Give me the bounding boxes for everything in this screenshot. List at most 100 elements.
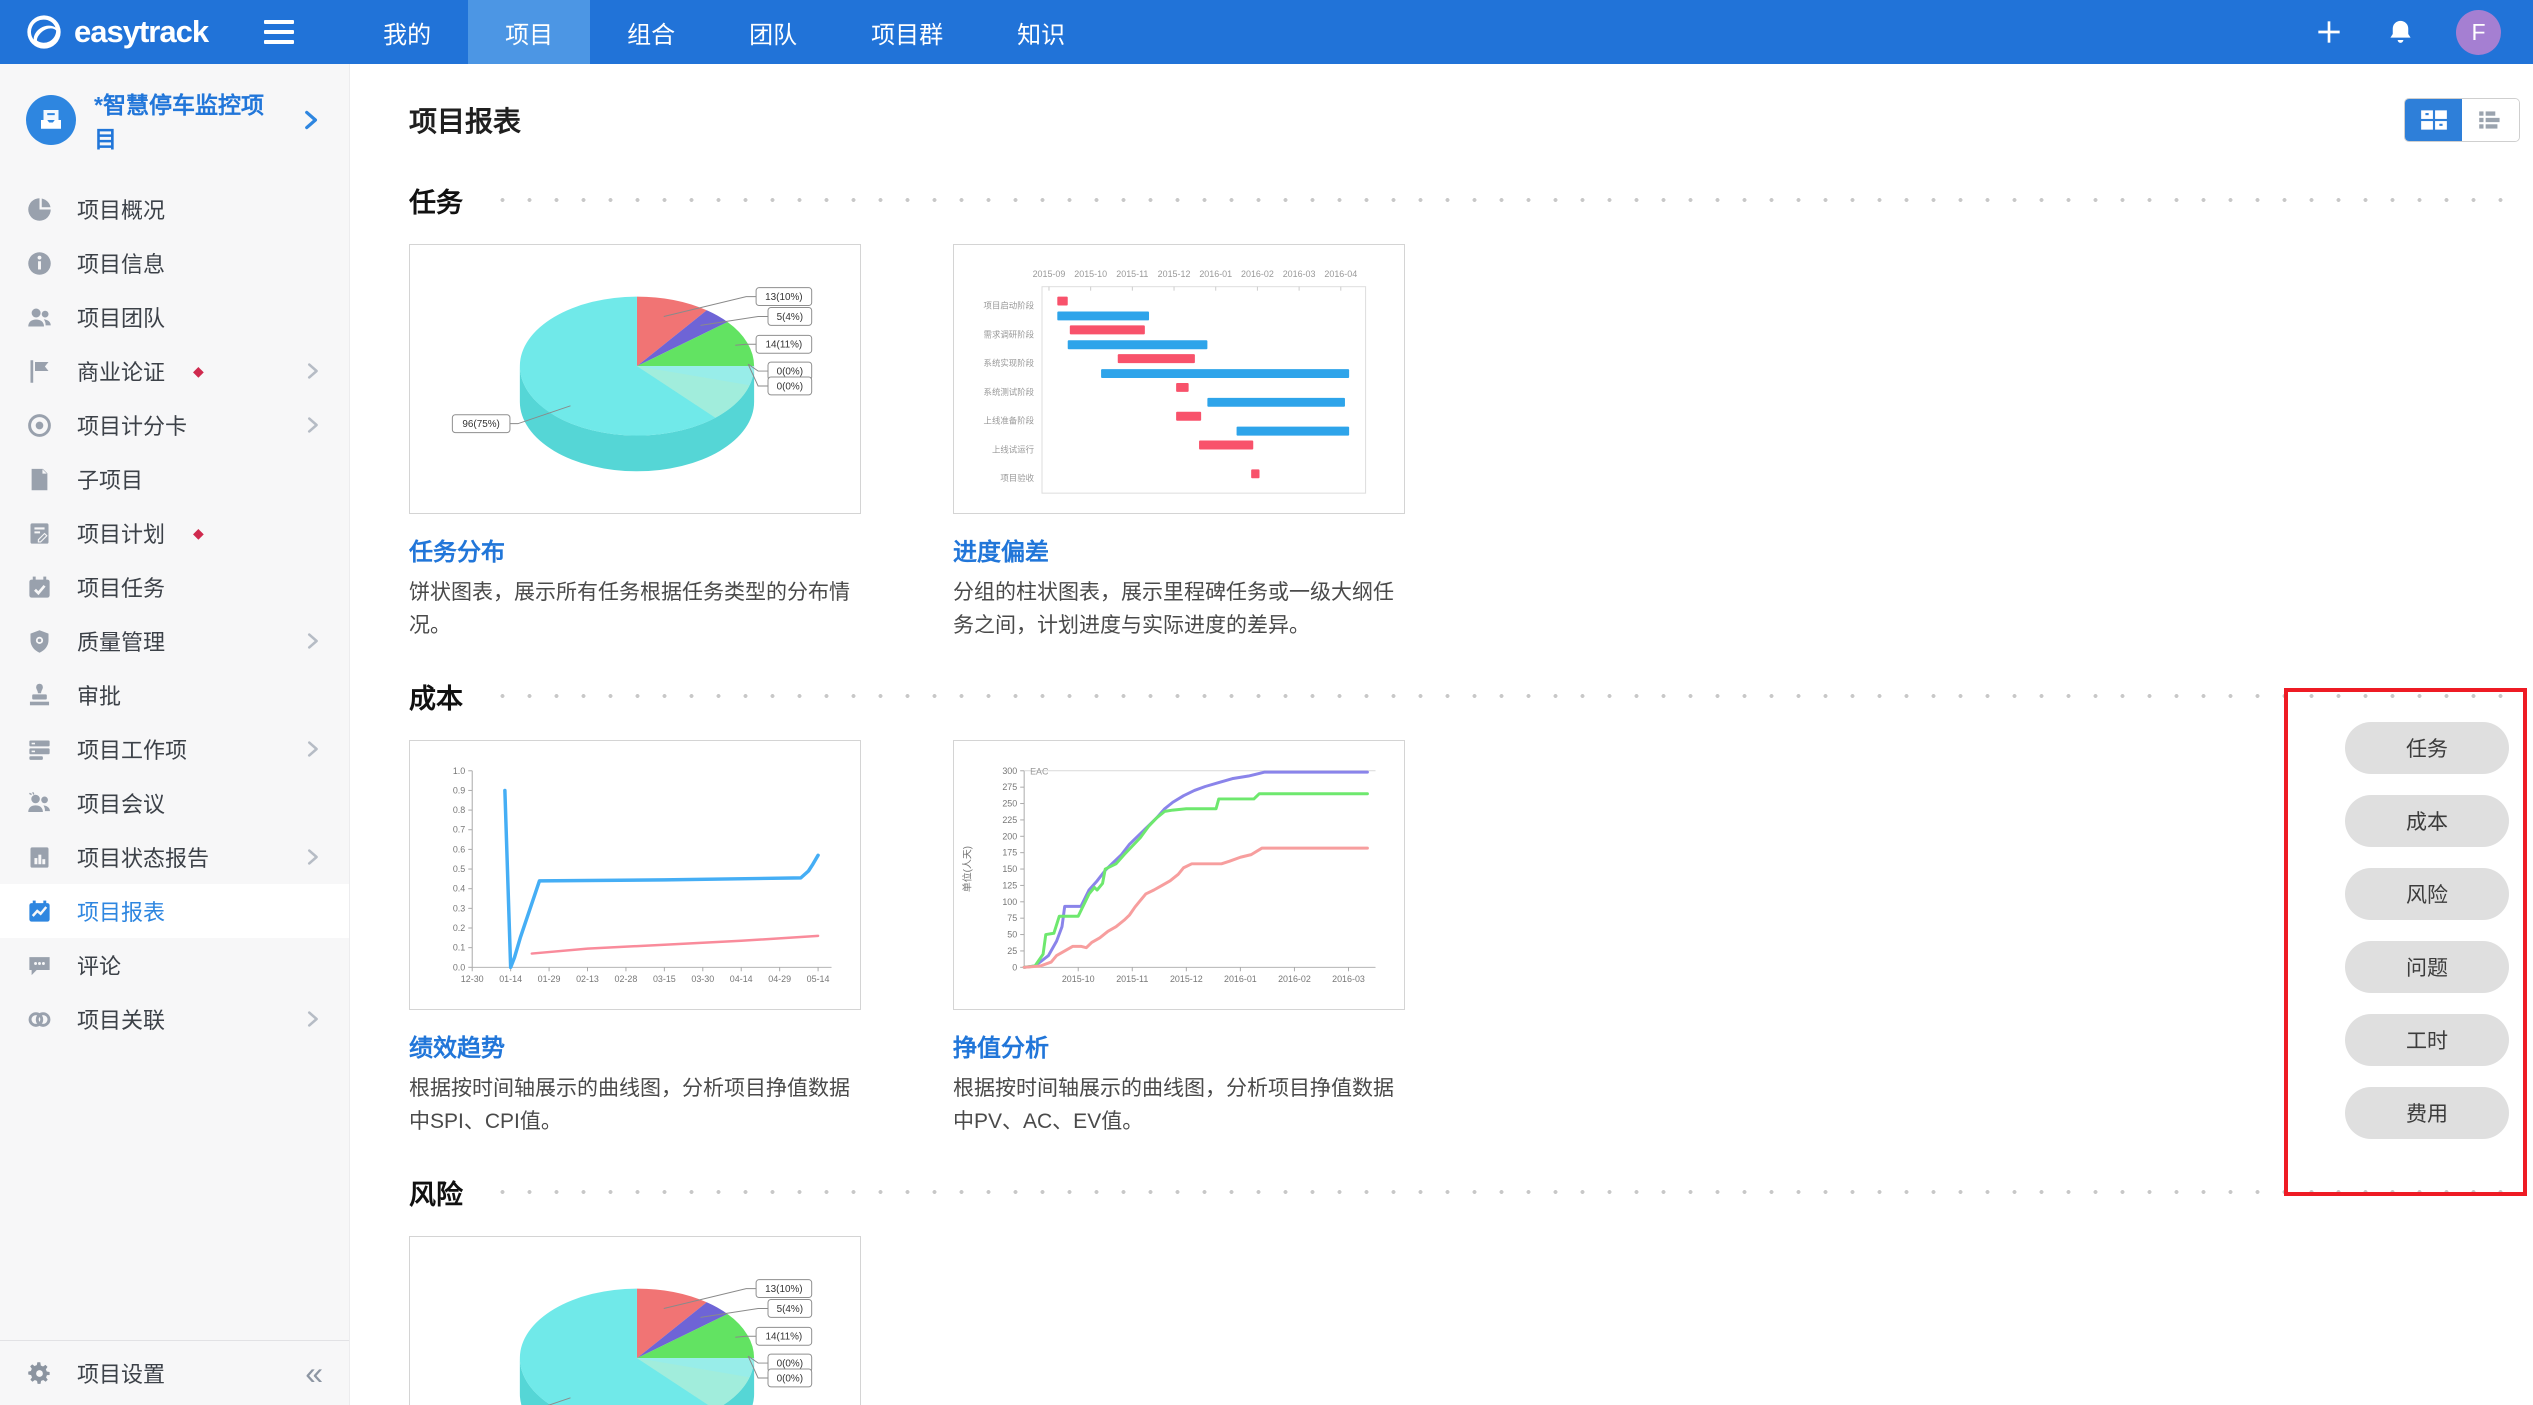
quick-menu-pill-0[interactable]: 任务 [2345, 722, 2509, 774]
nav-item-2[interactable]: 组合 [627, 21, 676, 49]
sidebar-item-4[interactable]: 项目计分卡 [0, 398, 349, 452]
report-thumbnail[interactable]: 2015-09 2015-10 2015-11 2015-12 2016-01 2016-… [953, 244, 1405, 514]
svg-text:系统实现阶段: 系统实现阶段 [984, 358, 1035, 368]
svg-text:单位(人天): 单位(人天) [961, 846, 974, 892]
sidebar-item-label: 项目概况 [77, 198, 166, 223]
report-thumbnail[interactable]: 13(10%)5(4%)14(11%)0(0%)0(0%)96(75%) [409, 1236, 861, 1405]
sidebar-item-2[interactable]: 项目团队 [0, 290, 349, 344]
sidebar-item-14[interactable]: 评论 [0, 938, 349, 992]
quick-menu-pill-3[interactable]: 问题 [2345, 941, 2509, 993]
header-right-actions: F [2313, 9, 2533, 55]
nav-item-4[interactable]: 项目群 [871, 21, 944, 49]
svg-text:系统测试阶段: 系统测试阶段 [984, 387, 1035, 397]
user-avatar-initial: F [2471, 18, 2486, 45]
svg-text:12-30: 12-30 [461, 974, 484, 984]
svg-text:2015-12: 2015-12 [1158, 269, 1191, 279]
svg-text:300: 300 [1002, 766, 1017, 776]
sidebar-item-3[interactable]: 商业论证 ◆ [0, 344, 349, 398]
sidebar-item-7[interactable]: 项目任务 [0, 560, 349, 614]
svg-text:2015-10: 2015-10 [1074, 269, 1107, 279]
create-plus-icon[interactable] [2313, 16, 2345, 48]
report-title-link[interactable]: 挣值分析 [953, 1035, 1049, 1063]
report-thumbnail[interactable]: 13(10%)5(4%)14(11%)0(0%)0(0%)96(75%) [409, 244, 861, 514]
report-title-link[interactable]: 进度偏差 [953, 539, 1049, 566]
svg-text:225: 225 [1002, 815, 1017, 825]
section-title: 任务 [409, 187, 463, 218]
list-view-icon [2478, 111, 2500, 129]
user-avatar[interactable]: F [2456, 9, 2501, 55]
sidebar-item-0[interactable]: 项目概况 [0, 182, 349, 236]
section-header: 风险 [409, 1172, 2520, 1212]
sidebar-item-label: 项目任务 [77, 576, 166, 601]
sidebar-item-label: 商业论证 [77, 360, 166, 385]
sidebar-item-9[interactable]: 审批 [0, 668, 349, 722]
nav-item-3[interactable]: 团队 [749, 21, 798, 49]
pie-chart-icon [28, 197, 51, 221]
grid-view-icon [2420, 110, 2447, 130]
sidebar-item-label: 项目会议 [77, 792, 166, 817]
sidebar-item-13[interactable]: 项目报表 [0, 884, 349, 938]
sidebar-item-1[interactable]: 项目信息 [0, 236, 349, 290]
svg-text:5(4%): 5(4%) [777, 1304, 803, 1315]
easytrack-logo-icon [24, 12, 64, 52]
collapse-sidebar-icon[interactable]: « [305, 1355, 323, 1391]
nav-item-1[interactable]: 项目 [468, 0, 591, 64]
quick-menu-pill-1[interactable]: 成本 [2345, 795, 2509, 847]
project-selector[interactable]: *智慧停车监控项目 [0, 64, 349, 176]
team-icon [28, 308, 51, 326]
section-cards: 13(10%)5(4%)14(11%)0(0%)0(0%)96(75%) [409, 1236, 2520, 1405]
report-thumbnail[interactable]: 0.0 0.1 0.2 0.3 0.4 0.5 0.6 0.7 0.8 0.9 1.0 12-30 01… [409, 740, 861, 1011]
report-description: 饼状图表，展示所有任务根据任务类型的分布情况。 [409, 581, 850, 637]
sidebar-footer: 项目设置 « [0, 1340, 349, 1405]
svg-text:0.8: 0.8 [453, 805, 465, 815]
report-sections: 任务 13(10%) 5(4%) 14(11%) 0(0%) 0(0%) 96(75%) 任务… [409, 180, 2520, 1405]
svg-text:5(4%): 5(4%) [777, 312, 803, 323]
list-view-button[interactable] [2462, 99, 2519, 141]
report-title-link[interactable]: 任务分布 [409, 539, 505, 566]
grid-view-button[interactable] [2405, 99, 2462, 141]
new-badge-diamond-icon: ◆ [193, 362, 204, 379]
svg-text:0(0%): 0(0%) [777, 381, 803, 392]
svg-text:0(0%): 0(0%) [777, 1374, 803, 1385]
section-header: 任务 [409, 180, 2520, 220]
notifications-bell-icon[interactable] [2385, 17, 2416, 48]
svg-text:50: 50 [1007, 930, 1017, 940]
easytrack-logo[interactable]: easytrack [0, 12, 246, 52]
quick-menu-pill-2[interactable]: 风险 [2345, 868, 2509, 920]
nav-item-0[interactable]: 我的 [383, 21, 432, 49]
main-content: 项目报表 任务 13(10%) 5(4%) [350, 64, 2533, 1405]
svg-text:2016-04: 2016-04 [1324, 269, 1357, 279]
project-name: *智慧停车监控项目 [94, 92, 264, 152]
project-settings-label[interactable]: 项目设置 [77, 1362, 166, 1387]
svg-text:上线试运行: 上线试运行 [992, 444, 1035, 454]
sidebar-item-8[interactable]: 质量管理 [0, 614, 349, 668]
report-chart-preview: 13(10%)5(4%)14(11%)0(0%)0(0%)96(75%) [451, 287, 813, 472]
sidebar-item-5[interactable]: 子项目 [0, 452, 349, 506]
svg-text:25: 25 [1007, 946, 1017, 956]
sidebar-item-6[interactable]: 项目计划 ◆ [0, 506, 349, 560]
sidebar-item-10[interactable]: 项目工作项 [0, 722, 349, 776]
report-chart-preview: 13(10%)5(4%)14(11%)0(0%)0(0%)96(75%) [519, 1279, 813, 1405]
section-title: 风险 [409, 1179, 463, 1210]
report-chart-preview: 0.0 0.1 0.2 0.3 0.4 0.5 0.6 0.7 0.8 0.9 1.0 12-30 01… [453, 766, 832, 984]
report-card-1-1: 0 25 50 75 100 125 150 175 200 225 250 275 300 2015-1… [953, 740, 1405, 1138]
quick-menu-pill-5[interactable]: 费用 [2345, 1087, 2509, 1139]
svg-text:需求调研阶段: 需求调研阶段 [984, 329, 1035, 339]
sidebar-item-12[interactable]: 项目状态报告 [0, 830, 349, 884]
sidebar-item-11[interactable]: 项目会议 [0, 776, 349, 830]
svg-text:02-13: 02-13 [576, 974, 599, 984]
sidebar: *智慧停车监控项目 项目概况项目信息 项目团队商业论证 ◆ 项目计分卡 子项目 项目计划 ◆… [0, 64, 350, 1405]
link-icon [28, 1011, 51, 1027]
report-title-link[interactable]: 绩效趋势 [409, 1035, 505, 1063]
nav-item-5[interactable]: 知识 [1017, 21, 1066, 49]
svg-text:0.1: 0.1 [453, 943, 465, 953]
svg-text:13(10%): 13(10%) [765, 1284, 802, 1295]
quick-menu-pill-4[interactable]: 工时 [2345, 1014, 2509, 1066]
svg-text:200: 200 [1002, 831, 1017, 841]
svg-text:项目启动阶段: 项目启动阶段 [984, 301, 1035, 311]
report-thumbnail[interactable]: 0 25 50 75 100 125 150 175 200 225 250 275 300 2015-1… [953, 740, 1405, 1011]
sidebar-item-15[interactable]: 项目关联 [0, 992, 349, 1046]
hamburger-menu-icon[interactable] [264, 20, 295, 44]
task-calendar-icon [29, 576, 50, 598]
